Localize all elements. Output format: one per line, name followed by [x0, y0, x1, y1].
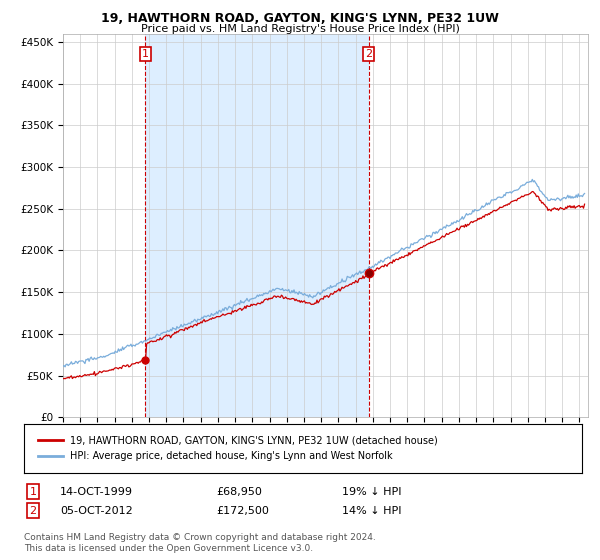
Text: 05-OCT-2012: 05-OCT-2012 [60, 506, 133, 516]
Bar [145, 34, 368, 417]
Text: £172,500: £172,500 [216, 506, 269, 516]
Text: 2: 2 [365, 49, 372, 59]
Text: 14% ↓ HPI: 14% ↓ HPI [342, 506, 401, 516]
Legend: 19, HAWTHORN ROAD, GAYTON, KING'S LYNN, PE32 1UW (detached house), HPI: Average : 19, HAWTHORN ROAD, GAYTON, KING'S LYNN, … [34, 432, 442, 465]
Text: 19, HAWTHORN ROAD, GAYTON, KING'S LYNN, PE32 1UW: 19, HAWTHORN ROAD, GAYTON, KING'S LYNN, … [101, 12, 499, 25]
Text: 2: 2 [29, 506, 37, 516]
Text: Price paid vs. HM Land Registry's House Price Index (HPI): Price paid vs. HM Land Registry's House … [140, 24, 460, 34]
Text: 1: 1 [29, 487, 37, 497]
Text: 14-OCT-1999: 14-OCT-1999 [60, 487, 133, 497]
Text: 1: 1 [142, 49, 149, 59]
Text: £68,950: £68,950 [216, 487, 262, 497]
Text: Contains HM Land Registry data © Crown copyright and database right 2024.
This d: Contains HM Land Registry data © Crown c… [24, 533, 376, 553]
Text: 19% ↓ HPI: 19% ↓ HPI [342, 487, 401, 497]
